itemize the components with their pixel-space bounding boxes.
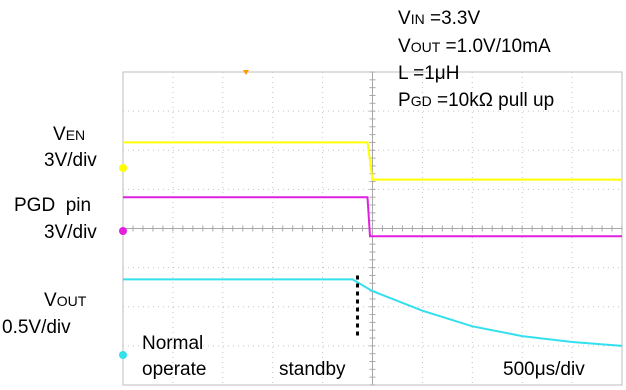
- normal-operate-label-line1: Normal: [142, 333, 204, 354]
- ven-scale: 3V/div: [44, 150, 97, 171]
- vout-trace: [123, 278, 623, 347]
- vout-scale: 0.5V/div: [2, 317, 71, 338]
- vout-condition: VOUT =1.0V/10mA: [398, 36, 551, 57]
- pgd-ground-marker: [119, 227, 127, 235]
- pgd-scale: 3V/div: [44, 222, 97, 243]
- vout-ground-marker: [119, 351, 127, 359]
- trigger-marker: [243, 70, 249, 75]
- pgd-trace: [123, 196, 622, 238]
- pgd-condition: PGD =10kΩ pull up: [398, 90, 555, 111]
- grid: [122, 71, 623, 386]
- ven-ground-marker: [119, 164, 127, 172]
- vout-channel-label: VOUT: [44, 290, 87, 311]
- standby-label: standby: [279, 359, 346, 380]
- normal-operate-label-line2: operate: [142, 359, 207, 380]
- ven-trace: [123, 141, 622, 181]
- pgd-channel-label: PGD pin: [14, 195, 92, 216]
- timebase-label: 500μs/div: [503, 359, 585, 380]
- inductor-condition: L =1μH: [398, 63, 460, 84]
- ven-channel-label: VEN: [53, 124, 86, 145]
- vin-condition: VIN =3.3V: [398, 8, 481, 29]
